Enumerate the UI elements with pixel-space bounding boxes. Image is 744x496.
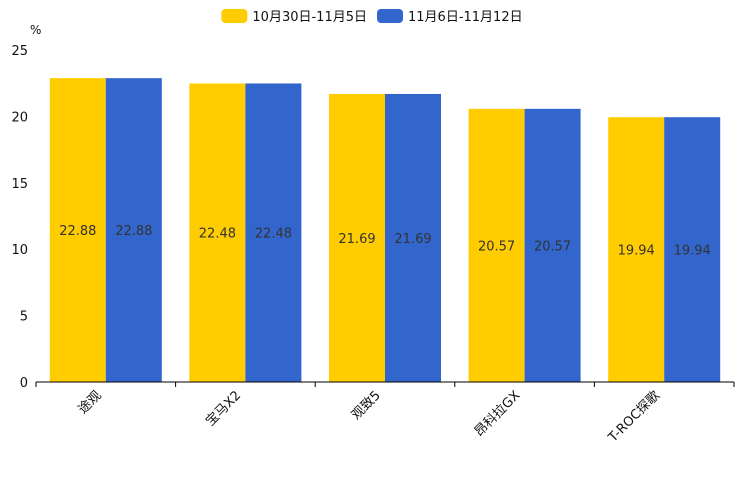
legend-swatch	[377, 9, 403, 23]
y-tick-label: 5	[20, 310, 28, 325]
y-tick-label: 0	[20, 376, 28, 391]
bar	[49, 78, 106, 383]
y-tick-label: 10	[11, 243, 28, 258]
data-label: 22.88	[115, 224, 152, 239]
legend-label: 11月6日-11月12日	[408, 10, 523, 25]
bar	[385, 93, 441, 383]
data-label: 19.94	[618, 244, 655, 259]
x-tick-label: 昂科拉GX	[472, 388, 524, 440]
bar	[189, 83, 246, 382]
bar	[245, 83, 302, 382]
data-label: 20.57	[534, 239, 571, 254]
data-label: 20.57	[478, 239, 515, 254]
x-tick-label: T-ROC探歌	[605, 388, 663, 446]
data-label: 22.48	[255, 227, 292, 242]
data-label: 21.69	[338, 232, 375, 247]
y-axis-unit: %	[30, 23, 41, 37]
data-labels: 22.88 22.88 22.48 22.48 21.69 21.69 20.57 20.57…	[59, 224, 711, 259]
bars	[49, 78, 721, 383]
y-tick-label: 15	[11, 177, 28, 192]
bar	[608, 117, 665, 382]
x-tick-label: 宝马X2	[203, 388, 244, 429]
legend: 10月30日-11月5日 11月6日-11月12日	[221, 9, 523, 25]
data-label: 21.69	[394, 232, 431, 247]
bar	[105, 78, 162, 383]
legend-label: 10月30日-11月5日	[252, 10, 367, 25]
bar	[524, 108, 581, 383]
x-axis: 途观 宝马X2 观致5 昂科拉GX T-ROC探歌	[35, 381, 735, 446]
x-tick-label: 途观	[75, 388, 105, 418]
bar	[329, 93, 385, 383]
y-axis: 0 5 10 15 20 25	[11, 44, 28, 391]
legend-swatch	[221, 9, 248, 23]
x-tick-label: 观致5	[349, 388, 384, 423]
data-label: 22.88	[59, 224, 96, 239]
legend-item[interactable]: 10月30日-11月5日	[221, 9, 367, 25]
bar	[664, 117, 721, 382]
y-tick-label: 20	[11, 110, 28, 125]
data-label: 19.94	[674, 244, 711, 259]
data-label: 22.48	[199, 227, 236, 242]
legend-item[interactable]: 11月6日-11月12日	[377, 9, 523, 25]
y-tick-label: 25	[11, 44, 28, 59]
bar	[468, 108, 525, 383]
